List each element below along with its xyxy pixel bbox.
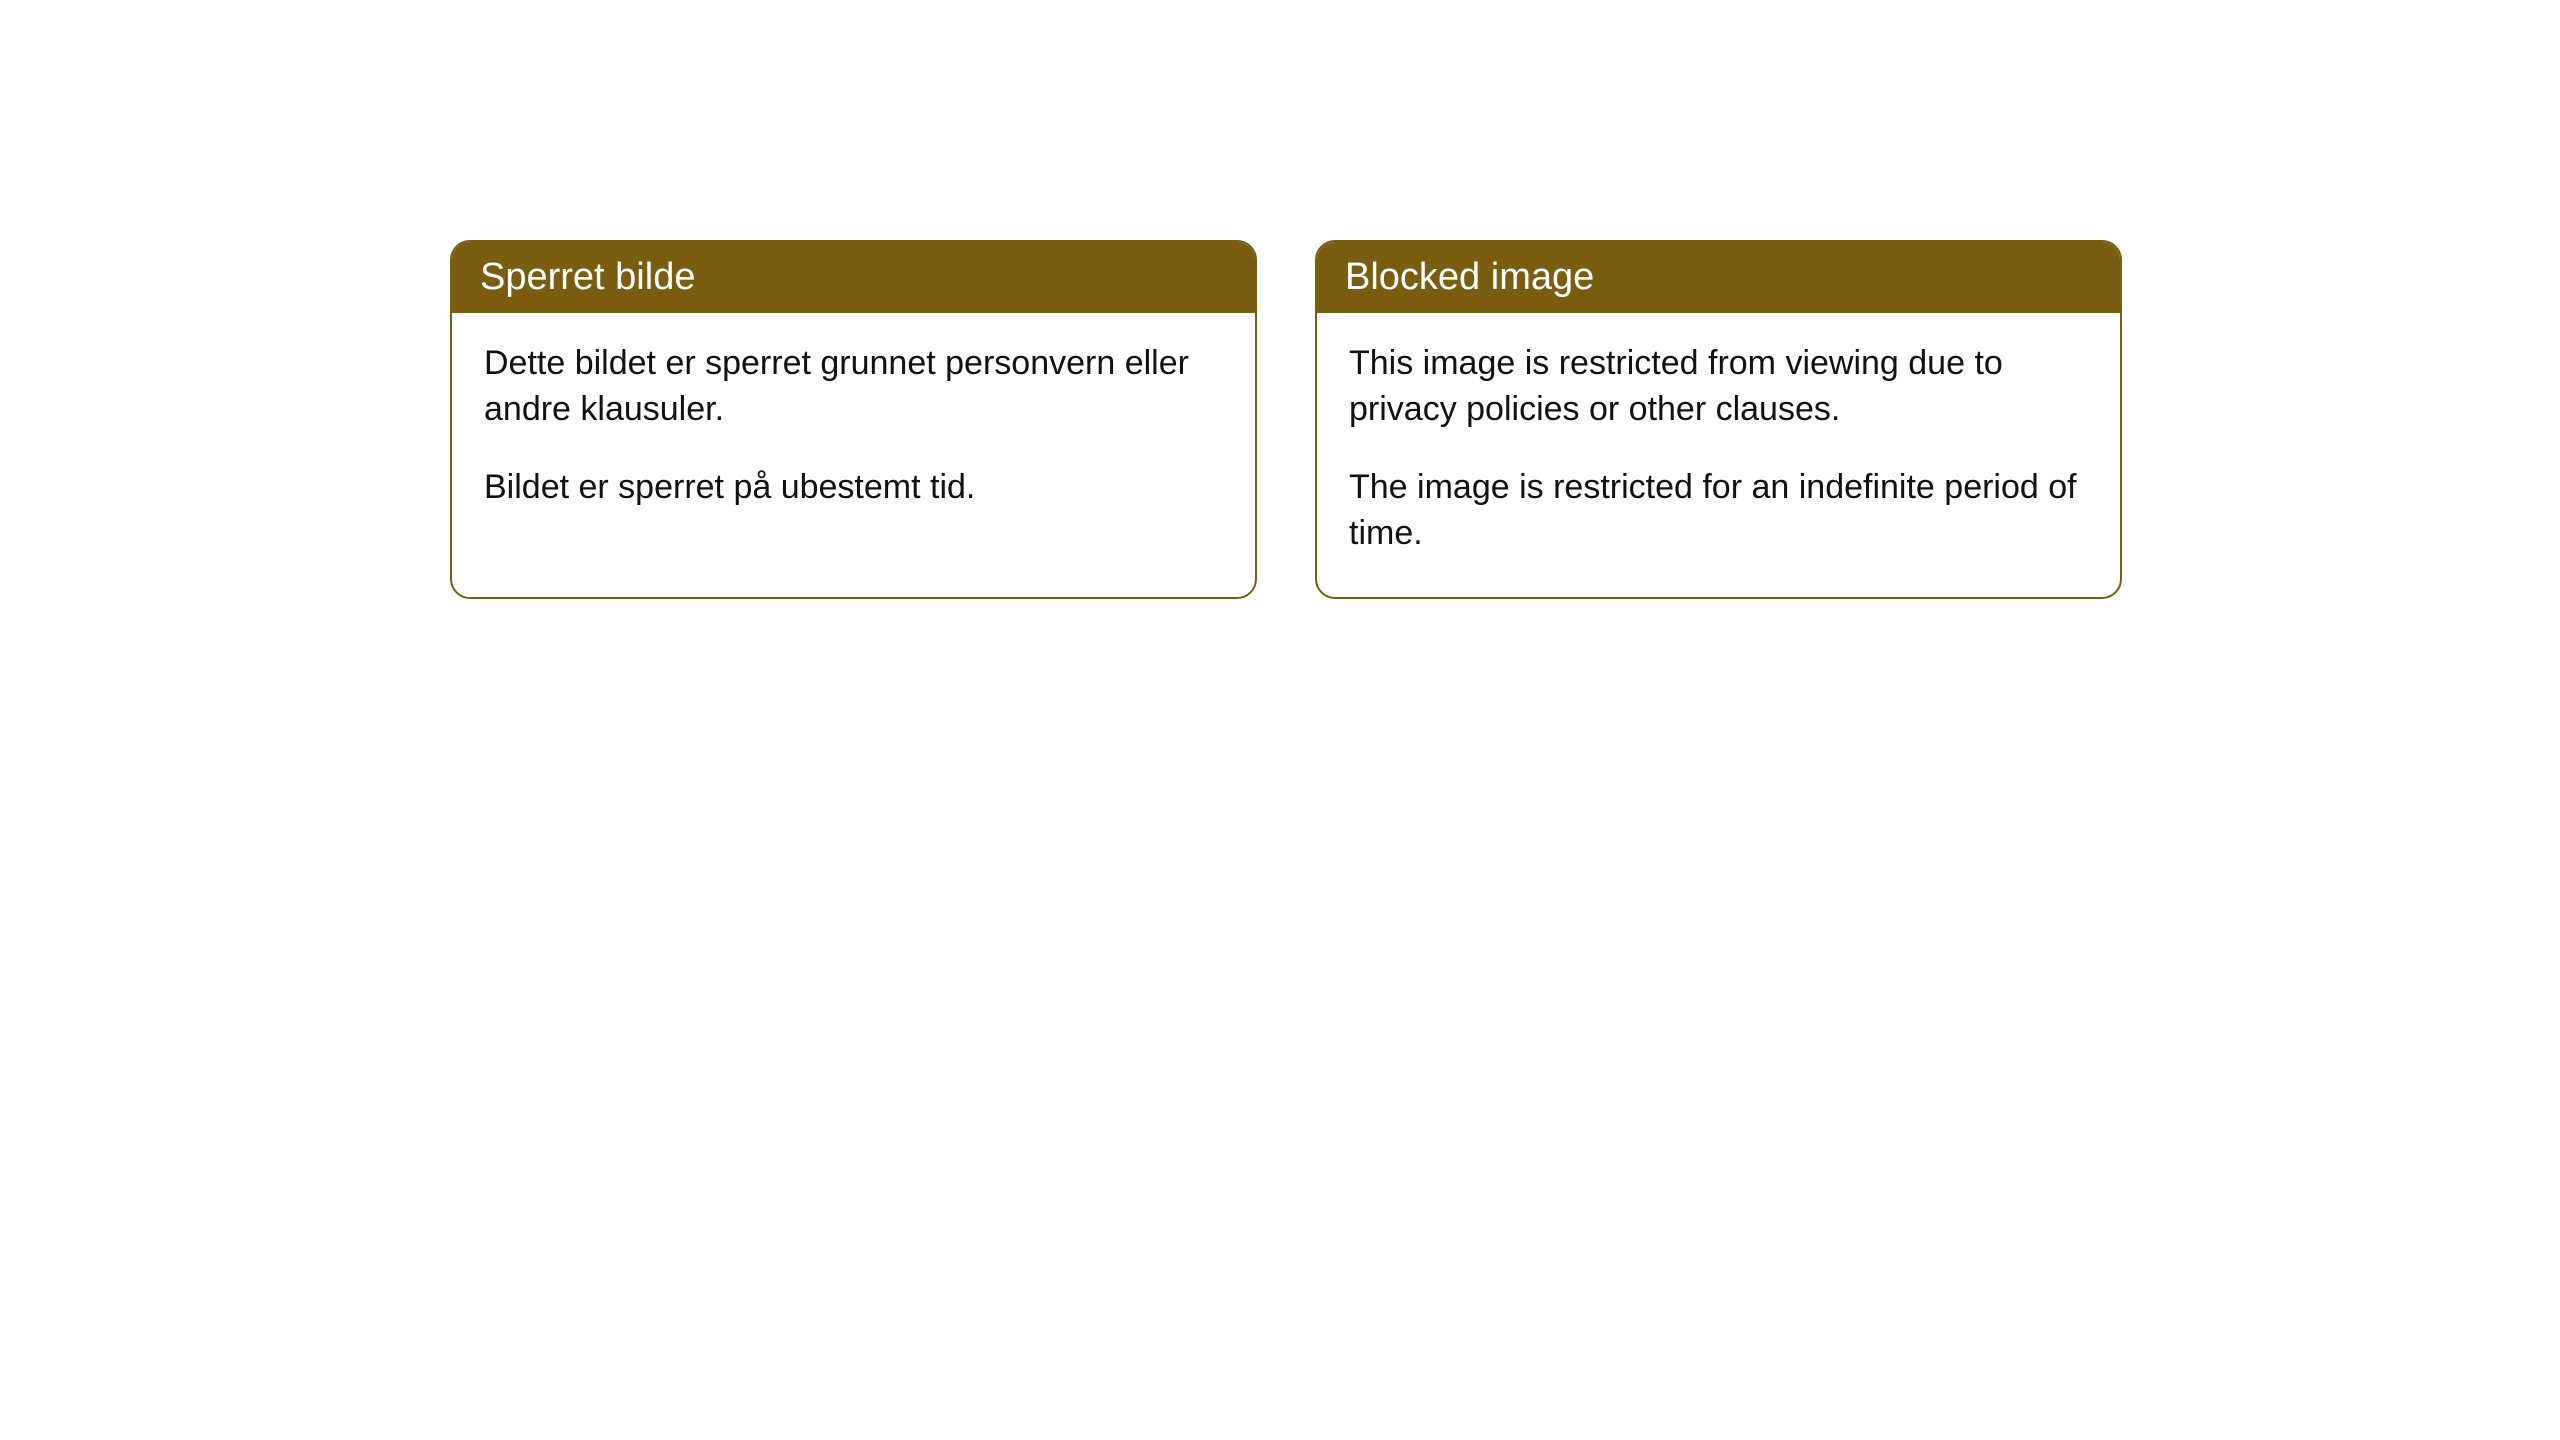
notice-cards-container: Sperret bilde Dette bildet er sperret gr…	[450, 240, 2122, 599]
card-title: Blocked image	[1345, 256, 1594, 298]
card-header: Sperret bilde	[452, 242, 1255, 313]
card-header: Blocked image	[1317, 242, 2120, 313]
card-paragraph: Bildet er sperret på ubestemt tid.	[484, 465, 1223, 511]
card-title: Sperret bilde	[480, 256, 695, 298]
card-body: This image is restricted from viewing du…	[1317, 313, 2120, 597]
card-paragraph: This image is restricted from viewing du…	[1349, 341, 2088, 433]
notice-card-english: Blocked image This image is restricted f…	[1315, 240, 2122, 599]
card-paragraph: Dette bildet er sperret grunnet personve…	[484, 341, 1223, 433]
card-body: Dette bildet er sperret grunnet personve…	[452, 313, 1255, 551]
notice-card-norwegian: Sperret bilde Dette bildet er sperret gr…	[450, 240, 1257, 599]
card-paragraph: The image is restricted for an indefinit…	[1349, 465, 2088, 557]
